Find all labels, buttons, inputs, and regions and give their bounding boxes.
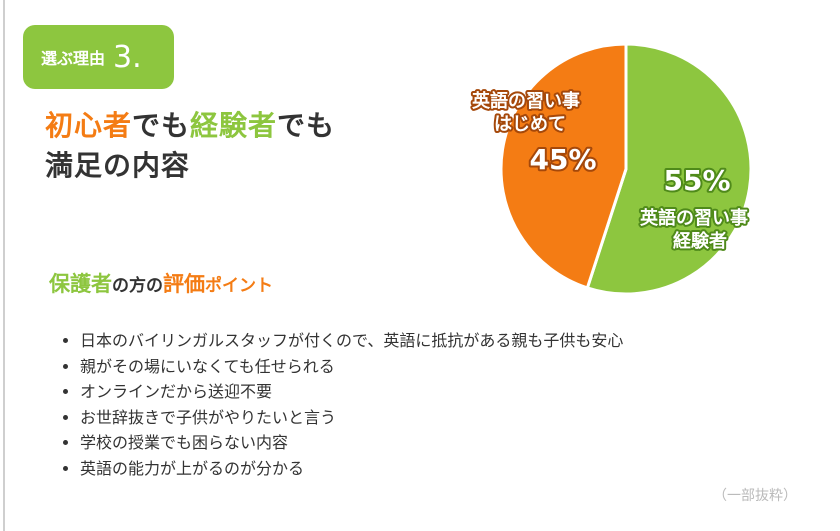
slice-value-beginner: 45% — [529, 143, 596, 176]
reason-badge: 選ぶ理由 3. — [23, 25, 174, 89]
title-beginner: 初心者 — [45, 109, 133, 142]
badge-label: 選ぶ理由 — [41, 49, 106, 68]
excerpt-note: （一部抜粋） — [713, 488, 797, 504]
list-item: オンラインだから送迎不要 — [80, 379, 623, 405]
list-item: 英語の能力が上がるのが分かる — [80, 456, 623, 482]
list-item: お世辞抜きで子供がやりたいと言う — [80, 405, 623, 431]
slice-label-experienced-1: 英語の習い事 — [639, 207, 748, 229]
slice-label-experienced-2: 経験者 — [673, 230, 727, 252]
slice-beginner — [499, 42, 628, 290]
slice-label-beginner-2: はじめて — [494, 114, 566, 135]
title-line2: 満足の内容 — [45, 149, 191, 182]
list-item: 日本のバイリンガルスタッフが付くので、英語に抵抗がある親も子供も安心 — [80, 328, 623, 354]
heading-guardians: 保護者 — [49, 272, 112, 296]
heading-points: ポイント — [205, 276, 273, 296]
list-item: 学校の授業でも困らない内容 — [80, 430, 623, 456]
page-title: 初心者でも経験者でも 満足の内容 — [45, 106, 335, 186]
heading-evaluation: 評価 — [163, 272, 205, 296]
badge-number: 3. — [113, 39, 142, 75]
list-item: 親がその場にいなくても任せられる — [80, 354, 623, 380]
slice-value-experienced: 55% — [663, 164, 730, 197]
evaluation-list: 日本のバイリンガルスタッフが付くので、英語に抵抗がある親も子供も安心 親がその場… — [62, 328, 623, 482]
slice-experienced — [585, 42, 753, 296]
title-text: でも — [277, 109, 336, 142]
title-experienced: 経験者 — [190, 109, 278, 142]
page-edge — [3, 0, 5, 531]
heading-text: の方の — [112, 276, 163, 296]
title-text: でも — [132, 109, 191, 142]
slice-label-beginner-1: 英語の習い事 — [471, 90, 580, 112]
